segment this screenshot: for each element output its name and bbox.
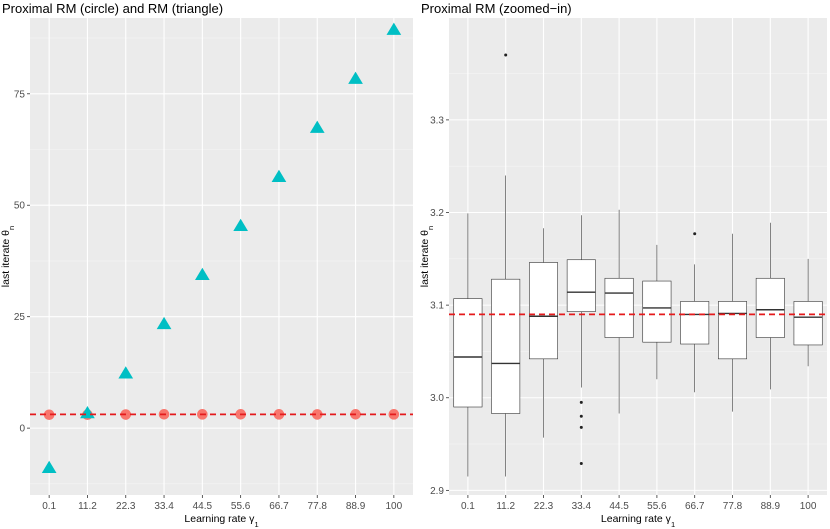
proximal-rm-point	[43, 409, 55, 421]
box-iqr	[491, 278, 521, 414]
x-tick-label: 66.7	[269, 501, 289, 512]
box-iqr	[755, 277, 785, 338]
rm-point	[118, 366, 134, 379]
outlier-point	[579, 425, 583, 429]
rm-point	[195, 267, 210, 281]
box-77.8	[718, 233, 747, 412]
chart-title: Proximal RM (zoomed−in)	[421, 1, 572, 16]
box-iqr	[718, 301, 747, 360]
rm-point	[233, 218, 248, 231]
x-tick-label: 22.3	[116, 501, 136, 512]
x-tick-label: 66.7	[685, 501, 705, 512]
box-100	[793, 258, 823, 367]
x-tick-label: 44.5	[609, 501, 629, 512]
chart-title: Proximal RM (circle) and RM (triangle)	[2, 1, 223, 16]
y-axis-label: last iterate θn	[0, 226, 16, 287]
box-iqr	[642, 280, 672, 343]
box-11.2	[491, 53, 521, 477]
y-tick-label: 3.3	[430, 115, 444, 126]
outlier-point	[504, 53, 508, 57]
x-tick-label: 88.9	[761, 501, 781, 512]
x-tick-label: 0.1	[42, 501, 56, 512]
x-tick-label: 0.1	[461, 501, 475, 512]
y-tick-label: 3.0	[430, 393, 444, 404]
box-0.1	[453, 213, 483, 477]
box-88.9	[755, 222, 785, 390]
x-tick-label: 33.4	[154, 501, 174, 512]
outlier-point	[579, 414, 583, 418]
outlier-point	[579, 462, 583, 466]
x-tick-label: 44.5	[193, 501, 213, 512]
proximal-rm-point	[273, 409, 285, 420]
rm-point	[271, 169, 287, 182]
box-44.5	[604, 209, 634, 414]
rm-point	[348, 71, 363, 84]
box-iqr	[604, 277, 634, 338]
x-tick-label: 11.2	[496, 501, 515, 512]
box-33.4	[566, 215, 596, 466]
rm-point	[156, 316, 172, 330]
x-tick-label: 33.4	[572, 501, 592, 512]
x-tick-label: 55.6	[647, 501, 667, 512]
outlier-point	[579, 400, 583, 404]
panel-2: 2.9 3.0 3.1 3.2 3.3 0.1 11.2 22.3 33.4 44.5 55.6 66…	[419, 1, 827, 529]
y-tick-label: 50	[14, 201, 26, 212]
plot-background	[449, 18, 827, 495]
plot-background	[30, 18, 413, 495]
box-iqr	[566, 259, 596, 312]
x-tick-label: 88.9	[346, 501, 366, 512]
outlier-point	[693, 232, 697, 236]
x-axis-label: Learning rate γ1	[601, 513, 675, 529]
x-axis-label: Learning rate γ1	[184, 513, 258, 529]
rm-point	[309, 120, 325, 133]
box-iqr	[680, 301, 710, 345]
y-tick-label: 0	[19, 424, 25, 435]
box-22.3	[529, 228, 558, 438]
rm-point	[41, 460, 57, 474]
panel-1: 0 25 50 75 0.1 11.2 22.3 33.4 44.5 55.6 66.7 77.8 88…	[0, 1, 413, 529]
y-tick-label: 3.1	[430, 301, 444, 312]
y-tick-label: 75	[14, 89, 26, 100]
rm-point	[386, 22, 402, 35]
y-tick-label: 25	[14, 312, 26, 323]
x-tick-label: 77.8	[723, 501, 743, 512]
box-iqr	[793, 301, 823, 346]
x-tick-label: 100	[800, 501, 817, 512]
box-iqr	[529, 262, 558, 360]
proximal-rm-point	[311, 409, 323, 420]
box-55.6	[642, 244, 672, 380]
box-iqr	[453, 298, 483, 408]
x-tick-label: 11.2	[78, 501, 97, 512]
x-tick-label: 22.3	[534, 501, 554, 512]
y-axis-label: last iterate θn	[419, 226, 435, 287]
x-tick-label: 77.8	[308, 501, 328, 512]
y-tick-label: 2.9	[430, 486, 444, 497]
y-tick-label: 3.2	[430, 208, 444, 219]
x-tick-label: 55.6	[231, 501, 251, 512]
x-tick-label: 100	[386, 501, 403, 512]
